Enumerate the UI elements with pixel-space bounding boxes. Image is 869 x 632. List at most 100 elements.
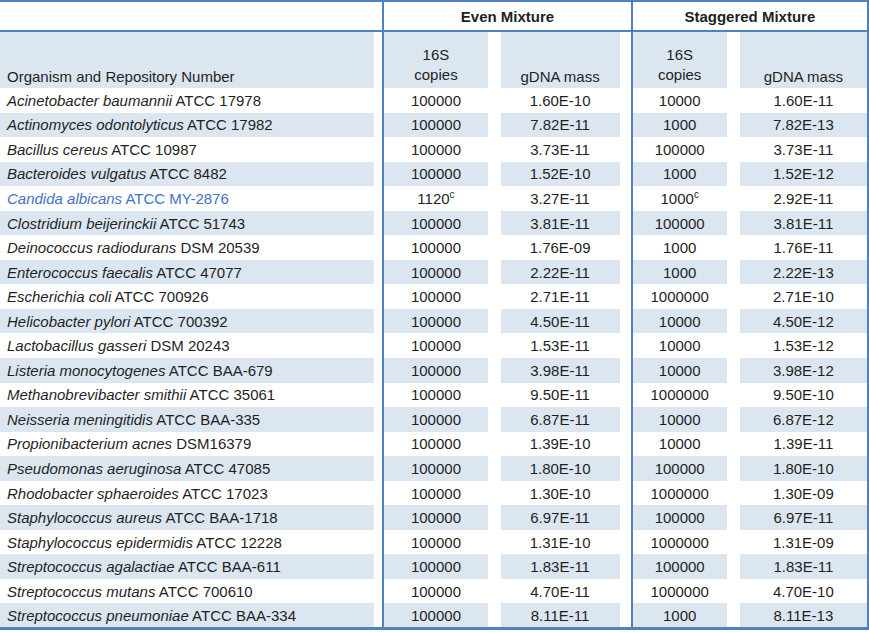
spacer-cell <box>488 235 501 260</box>
staggered-16s-copies-cell: 10000 <box>632 88 727 113</box>
table-row: Bacillus cereus ATCC 10987 100000 3.73E-11… <box>0 137 868 162</box>
column-header-organism: Organism and Repository Number <box>0 31 374 88</box>
staggered-gdna-mass-cell: 2.22E-13 <box>740 260 868 285</box>
organism-cell: Clostridium beijerinckii ATCC 51743 <box>0 211 374 236</box>
even-16s-copies-cell: 100000 <box>383 383 487 408</box>
spacer-cell <box>374 554 383 579</box>
spacer-cell <box>727 333 740 358</box>
organism-name: Streptococcus agalactiae <box>7 558 175 575</box>
spacer-cell <box>727 358 740 383</box>
staggered-gdna-mass-cell: 3.81E-11 <box>740 211 868 236</box>
staggered-16s-copies-cell: 100000 <box>632 505 727 530</box>
spacer-cell <box>620 554 632 579</box>
spacer-cell <box>620 456 632 481</box>
table-row: Actinomyces odontolyticus ATCC 17982 1000… <box>0 113 868 138</box>
spacer-cell <box>620 505 632 530</box>
table-row: Staphylococcus aureus ATCC BAA-171810000… <box>0 505 868 530</box>
spacer-cell <box>620 603 632 628</box>
staggered-16s-copies-cell: 100000 <box>632 554 727 579</box>
spacer-cell <box>620 260 632 285</box>
spacer-cell <box>374 137 383 162</box>
spacer-cell <box>620 407 632 432</box>
even-gdna-mass-cell: 1.30E-10 <box>501 481 620 506</box>
staggered-16s-copies-cell: 1000000 <box>632 383 727 408</box>
spacer-cell <box>727 407 740 432</box>
table-row: Staphylococcus epidermidis ATCC 12228 100… <box>0 530 868 555</box>
spacer-cell <box>488 407 501 432</box>
even-gdna-mass-cell: 8.11E-11 <box>501 603 620 628</box>
spacer-cell <box>374 211 383 236</box>
spacer-cell <box>727 481 740 506</box>
column-header-staggered-gdna-mass: gDNA mass <box>740 31 868 88</box>
group-header-even-mixture: Even Mixture <box>383 1 631 31</box>
organism-cell: Actinomyces odontolyticus ATCC 17982 <box>0 113 374 138</box>
even-16s-copies-cell: 100000 <box>383 309 487 334</box>
organism-cell: Staphylococcus epidermidis ATCC 12228 <box>0 530 374 555</box>
even-16s-copies-cell: 100000 <box>383 407 487 432</box>
staggered-16s-copies-cell: 100000 <box>632 456 727 481</box>
table-row: Rhodobacter sphaeroides ATCC 17023 100000… <box>0 481 868 506</box>
organism-cell: Neisseria meningitidis ATCC BAA-335 <box>0 407 374 432</box>
spacer-cell <box>488 113 501 138</box>
staggered-gdna-mass-cell: 1.60E-11 <box>740 88 868 113</box>
organism-name: Listeria monocytogenes <box>7 362 165 379</box>
spacer-cell <box>620 235 632 260</box>
organism-cell: Bacteroides vulgatus ATCC 8482 <box>0 162 374 187</box>
staggered-16s-copies-cell: 100000 <box>632 137 727 162</box>
spacer-cell <box>488 333 501 358</box>
spacer-cell <box>727 113 740 138</box>
even-16s-copies-cell: 100000 <box>383 456 487 481</box>
organism-cell: Bacillus cereus ATCC 10987 <box>0 137 374 162</box>
organism-name: Helicobacter pylori <box>7 313 130 330</box>
spacer-cell <box>374 162 383 187</box>
staggered-16s-copies-cell: 1000 <box>632 260 727 285</box>
even-16s-copies-cell: 100000 <box>383 530 487 555</box>
spacer-cell <box>620 88 632 113</box>
organism-name: Streptococcus mutans <box>7 583 155 600</box>
even-16s-copies-cell: 100000 <box>383 260 487 285</box>
spacer-cell <box>488 211 501 236</box>
even-gdna-mass-cell: 3.73E-11 <box>501 137 620 162</box>
even-gdna-mass-cell: 1.60E-10 <box>501 88 620 113</box>
table-body: Acinetobacter baumannii ATCC 17978100000… <box>0 88 868 628</box>
spacer-cell <box>374 284 383 309</box>
even-16s-copies-cell: 100000 <box>383 88 487 113</box>
even-16s-copies-cell: 100000 <box>383 162 487 187</box>
organism-name: Pseudomonas aeruginosa <box>7 460 181 477</box>
even-16s-copies-cell: 100000 <box>383 113 487 138</box>
even-16s-copies-cell: 100000 <box>383 432 487 457</box>
spacer-cell <box>620 333 632 358</box>
spacer-cell <box>374 31 383 88</box>
column-header-staggered-16s-copies: 16S copies <box>632 31 727 88</box>
spacer-cell <box>727 309 740 334</box>
even-16s-copies-cell: 100000 <box>383 481 487 506</box>
even-16s-copies-cell: 100000 <box>383 579 487 604</box>
spacer-cell <box>620 432 632 457</box>
spacer-cell <box>488 162 501 187</box>
spacer-cell <box>620 137 632 162</box>
even-gdna-mass-cell: 1.83E-11 <box>501 554 620 579</box>
spacer-cell <box>620 530 632 555</box>
spacer-cell <box>488 456 501 481</box>
spacer-cell <box>727 383 740 408</box>
even-gdna-mass-cell: 3.27E-11 <box>501 186 620 211</box>
spacer-cell <box>374 481 383 506</box>
spacer-cell <box>374 186 383 211</box>
even-gdna-mass-cell: 3.81E-11 <box>501 211 620 236</box>
organism-cell: Enterococcus faecalis ATCC 47077 <box>0 260 374 285</box>
organism-cell: Propionibacterium acnes DSM16379 <box>0 432 374 457</box>
spacer-cell <box>727 554 740 579</box>
table-row: Neisseria meningitidis ATCC BAA-335 10000… <box>0 407 868 432</box>
organism-name: Deinococcus radiodurans <box>7 239 176 256</box>
organism-cell: Helicobacter pylori ATCC 700392 <box>0 309 374 334</box>
mixture-composition-table: Even Mixture Staggered Mixture Organism … <box>0 0 869 630</box>
spacer-cell <box>488 579 501 604</box>
even-gdna-mass-cell: 1.76E-09 <box>501 235 620 260</box>
even-gdna-mass-cell: 1.39E-10 <box>501 432 620 457</box>
even-gdna-mass-cell: 6.97E-11 <box>501 505 620 530</box>
staggered-gdna-mass-cell: 1.80E-10 <box>740 456 868 481</box>
spacer-cell <box>374 407 383 432</box>
even-16s-copies-cell: 100000 <box>383 235 487 260</box>
organism-cell: Rhodobacter sphaeroides ATCC 17023 <box>0 481 374 506</box>
organism-name: Candida albicans <box>7 190 122 207</box>
